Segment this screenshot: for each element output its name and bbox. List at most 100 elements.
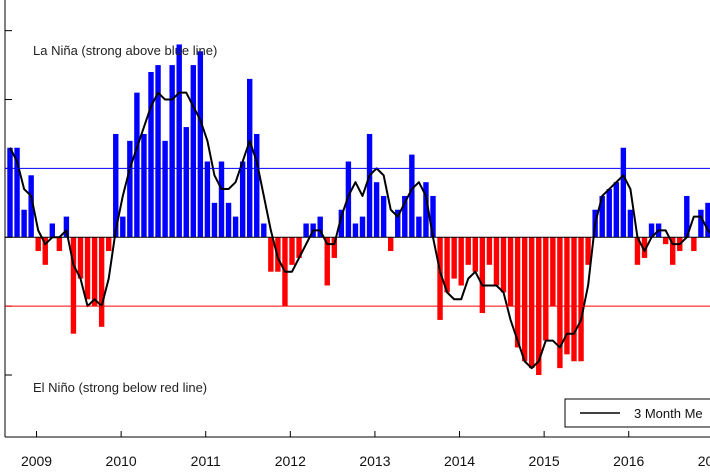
bar	[634, 237, 641, 265]
bar	[56, 237, 63, 252]
bar	[691, 237, 697, 252]
bar	[63, 216, 70, 238]
x-tick-label: 2010	[106, 453, 137, 469]
bar	[225, 202, 232, 238]
bar	[578, 237, 584, 362]
bar	[373, 182, 380, 238]
bar	[91, 237, 98, 307]
bar	[521, 237, 528, 362]
bar	[28, 175, 34, 238]
x-tick-label: 2016	[613, 453, 644, 469]
bar	[113, 133, 119, 238]
legend: 3 Month Me	[564, 398, 710, 428]
bar	[218, 161, 225, 238]
bar	[437, 237, 443, 320]
x-tick-label: 2017	[698, 453, 710, 469]
bar	[409, 154, 415, 238]
bar	[507, 237, 514, 307]
bar	[190, 65, 196, 238]
bar	[197, 51, 204, 238]
bar	[49, 223, 55, 238]
bar	[472, 237, 478, 272]
bar	[239, 161, 246, 238]
bar	[705, 202, 710, 238]
bar	[77, 237, 84, 279]
bar	[557, 237, 563, 369]
bar	[232, 216, 239, 238]
bar	[317, 216, 323, 238]
bar	[465, 237, 471, 265]
bar	[613, 182, 619, 238]
bar	[141, 133, 147, 238]
bar	[585, 237, 591, 265]
bar	[458, 237, 464, 286]
running-mean-line	[9, 91, 710, 370]
bar	[684, 195, 690, 238]
x-tick-label: 2013	[359, 453, 390, 469]
bar	[606, 189, 612, 238]
bar	[204, 161, 211, 238]
bar	[543, 237, 549, 341]
bar	[303, 223, 309, 238]
x-tick-label: 2012	[275, 453, 306, 469]
bar	[106, 237, 112, 252]
x-tick-label: 2009	[21, 453, 52, 469]
bar	[416, 216, 422, 238]
bar	[120, 216, 126, 238]
bar	[493, 237, 500, 286]
x-tick-label: 2011	[191, 453, 221, 469]
bar	[162, 140, 168, 238]
bar	[451, 237, 457, 279]
bar	[127, 140, 133, 238]
bar	[620, 147, 627, 238]
bar	[42, 237, 48, 265]
bar	[388, 237, 394, 252]
bar	[296, 237, 302, 258]
x-tick-label: 2014	[444, 453, 475, 469]
bar	[395, 209, 401, 238]
bar	[345, 161, 352, 238]
lines-group	[9, 91, 710, 370]
bar	[662, 237, 669, 245]
bar	[70, 237, 77, 334]
bar	[148, 71, 154, 238]
bar	[380, 195, 387, 238]
x-tick-label: 2015	[529, 453, 560, 469]
axes-group	[4, 0, 710, 438]
bar	[670, 237, 676, 265]
bar	[21, 209, 27, 238]
bar	[169, 65, 175, 238]
bar	[500, 237, 507, 293]
bar	[627, 209, 634, 238]
bar	[324, 237, 330, 286]
bar	[134, 92, 140, 238]
bars-group	[7, 44, 710, 376]
bar	[268, 237, 274, 272]
x-tick-labels: 2009201020112012201320142015201620172018	[21, 453, 710, 469]
bar	[359, 216, 366, 238]
bar	[444, 237, 450, 293]
bar	[247, 78, 253, 238]
bar	[564, 237, 570, 355]
bar	[7, 147, 13, 238]
bar	[366, 133, 373, 238]
bar	[599, 195, 605, 238]
bar	[35, 237, 41, 252]
bar	[14, 147, 20, 238]
bar	[338, 209, 345, 238]
bar	[261, 223, 267, 238]
annotation-el-nino: El Niño (strong below red line)	[33, 380, 207, 395]
bar	[98, 237, 105, 327]
bar	[254, 133, 260, 238]
bar	[479, 237, 486, 314]
bar	[84, 237, 91, 300]
bar	[571, 237, 577, 362]
bar	[402, 195, 408, 238]
bar	[352, 223, 359, 238]
bar	[183, 127, 189, 238]
bar	[155, 65, 161, 238]
bar	[289, 237, 295, 265]
bar	[648, 223, 655, 238]
bar	[331, 237, 337, 258]
